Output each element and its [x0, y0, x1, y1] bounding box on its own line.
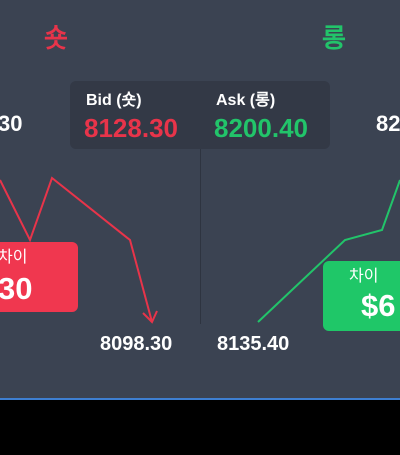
short-price-line [0, 176, 153, 323]
long-low-value: 8135.40 [217, 333, 290, 355]
long-difference-badge: 차이 $6 [323, 261, 400, 331]
chart-panel: 숏 롱 30 82 Bid (숏) 8128.30 Ask (롱) 8200.4… [0, 23, 400, 355]
price-lines [0, 176, 400, 324]
footer [0, 400, 400, 455]
long-header: 롱 [322, 23, 346, 53]
short-high-value: 30 [0, 111, 23, 136]
quote-box: Bid (숏) 8128.30 Ask (롱) 8200.40 [70, 81, 330, 149]
short-difference-value: 30 [0, 271, 33, 306]
ask-label: Ask (롱) [216, 92, 276, 109]
short-difference-label: 차이 [0, 249, 28, 266]
ask-value: 8200.40 [214, 113, 308, 143]
short-difference-badge: 차이 30 [0, 242, 78, 312]
center-divider [200, 149, 201, 324]
panel-bottom-border [0, 398, 400, 400]
long-high-value: 82 [376, 111, 400, 136]
bid-value: 8128.30 [84, 113, 178, 143]
long-price-line [257, 179, 400, 323]
long-difference-value: $6 [361, 288, 396, 323]
long-difference-label: 차이 [349, 268, 379, 285]
bid-label: Bid (숏) [86, 92, 142, 109]
short-low-value: 8098.30 [100, 333, 173, 355]
short-header: 숏 [44, 23, 68, 53]
short-arrow-head [142, 310, 158, 324]
